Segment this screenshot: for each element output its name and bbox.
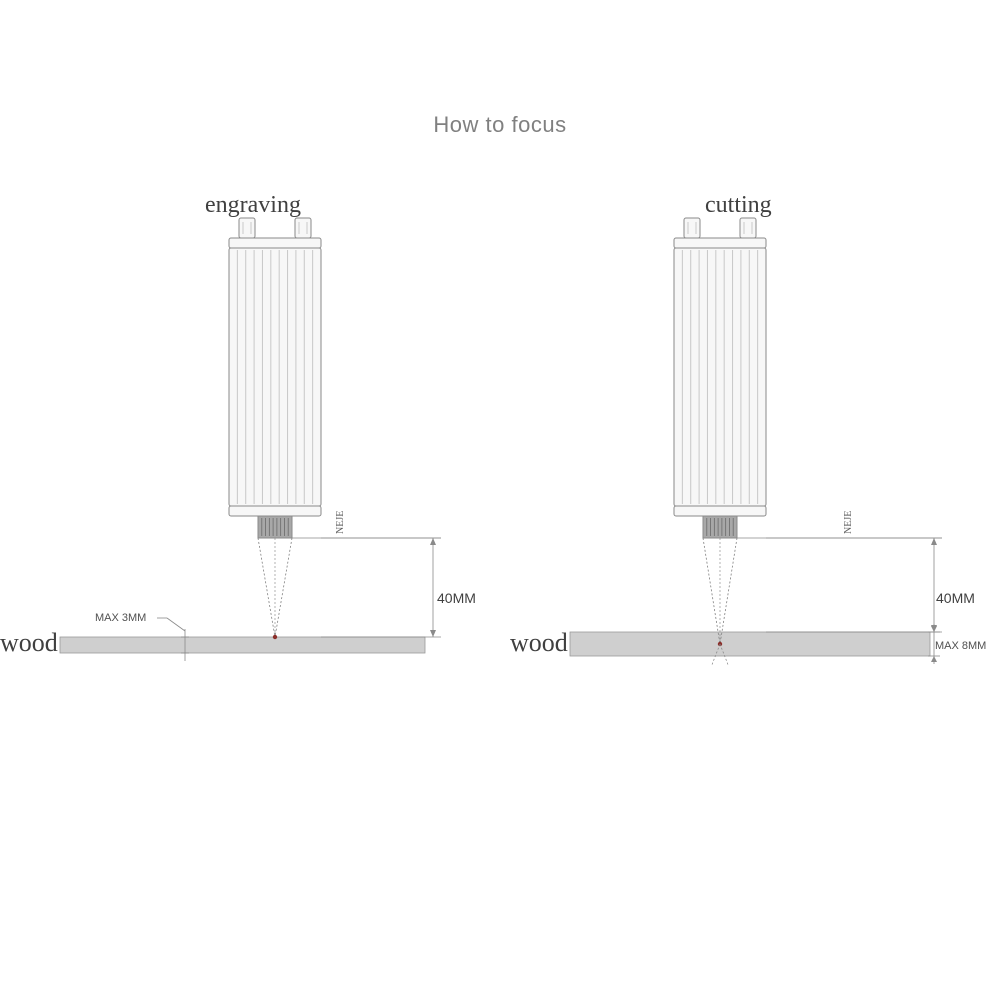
diagram-svg [0,0,1000,720]
